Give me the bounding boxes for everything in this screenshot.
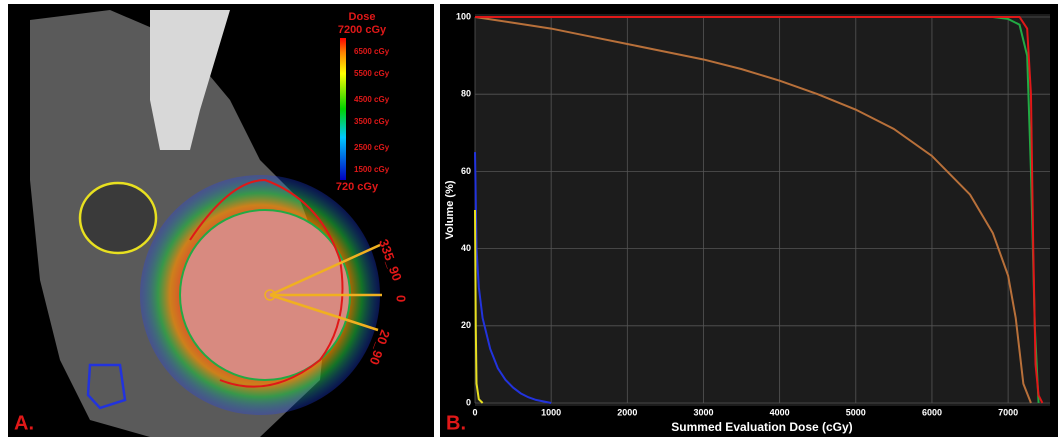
x-tick-label: 3000 [693,407,713,417]
x-tick-label: 1000 [541,407,561,417]
y-tick-label: 40 [461,243,471,253]
x-tick-label: 5000 [846,407,866,417]
x-tick-label: 6000 [922,407,942,417]
x-tick-label: 0 [472,407,477,417]
y-tick-label: 20 [461,320,471,330]
colorbar-label: 5500 cGy [354,69,390,78]
y-tick-label: 80 [461,89,471,99]
colorbar-label: 1500 cGy [354,165,390,174]
beam-label: 0 [394,295,409,302]
colorbar-label: 4500 cGy [354,95,390,104]
y-tick-label: 60 [461,166,471,176]
panel-label: B. [446,412,466,434]
y-tick-label: 100 [456,11,471,21]
colorbar-label: 3500 cGy [354,117,390,126]
figure: Dose 7200 cGy 720 cGy A. Volume (%) Summ… [0,0,1058,437]
y-tick-label: 0 [466,397,471,407]
dose-min: 720 cGy [336,181,379,193]
y-axis-label: Volume (%) [444,180,456,239]
colorbar-label: 6500 cGy [354,47,390,56]
dose-title: Dose [349,11,376,23]
x-tick-label: 7000 [998,407,1018,417]
x-tick-label: 2000 [617,407,637,417]
panel-label: A. [14,412,34,434]
colorbar-label: 2500 cGy [354,143,390,152]
plot-area [475,14,1050,406]
x-tick-label: 4000 [770,407,790,417]
x-axis-label: Summed Evaluation Dose (cGy) [671,420,852,434]
dose-max: 7200 cGy [338,24,387,36]
